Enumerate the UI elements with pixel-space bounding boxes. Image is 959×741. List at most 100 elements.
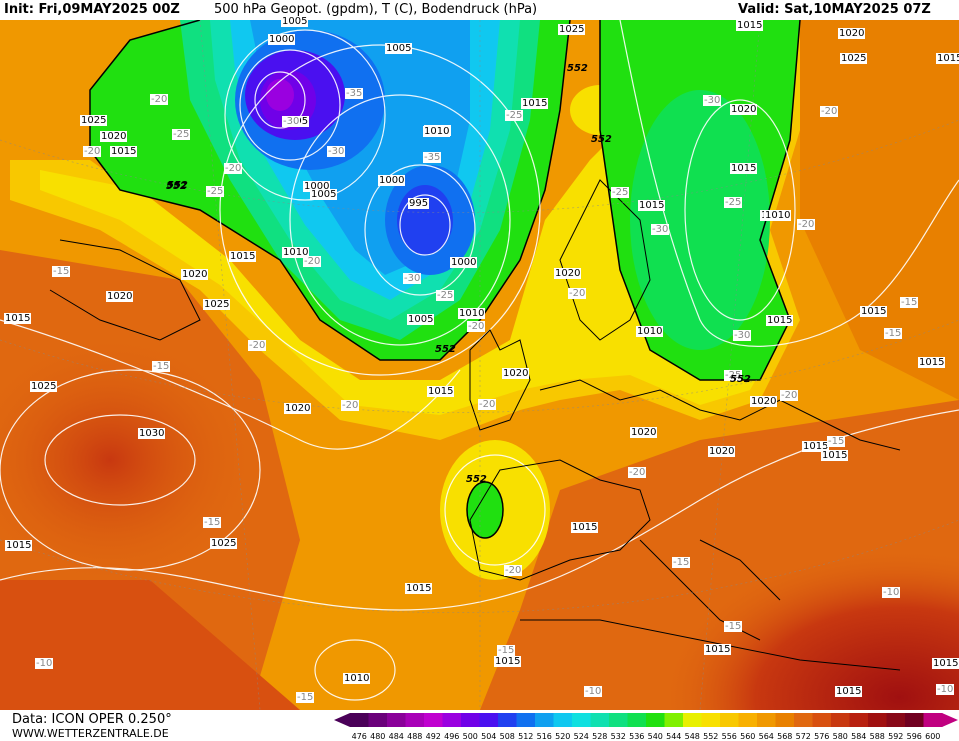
temperature-label: -15 <box>884 328 903 339</box>
pressure-label: 1015 <box>835 686 863 697</box>
pressure-label: 1010 <box>282 247 310 258</box>
pressure-label: 1015 <box>5 540 33 551</box>
colorbar-swatch <box>572 713 591 727</box>
colorbar-tick-label: 552 <box>703 732 718 741</box>
temperature-label: -20 <box>303 256 322 267</box>
colorbar-tick-label: 488 <box>407 732 422 741</box>
colorbar-swatch <box>627 713 647 727</box>
colorbar-swatch <box>350 713 369 727</box>
colorbar-swatch <box>757 713 776 727</box>
pressure-label: 1000 <box>268 34 296 45</box>
colorbar-tick-label: 476 <box>352 732 367 741</box>
field-southwest-warm <box>0 580 300 710</box>
geopotential-label: 552 <box>435 344 456 355</box>
temperature-label: -25 <box>611 187 630 198</box>
pressure-label: 1015 <box>936 53 959 64</box>
colorbar-swatch <box>683 713 702 727</box>
temperature-label: -30 <box>282 116 301 127</box>
geopotential-label: 552 <box>567 63 588 74</box>
colorbar-tick-label: 484 <box>389 732 404 741</box>
colorbar-tick-label: 592 <box>888 732 903 741</box>
temperature-label: -30 <box>733 330 752 341</box>
pressure-label: 1005 <box>281 16 309 27</box>
temperature-label: -20 <box>820 106 839 117</box>
pressure-label: 1020 <box>708 446 736 457</box>
pressure-label: 1025 <box>203 299 231 310</box>
field-east-warm <box>800 20 959 400</box>
colorbar-swatch <box>553 713 573 727</box>
colorbar-swatch <box>646 713 665 727</box>
pressure-label: 1020 <box>100 131 128 142</box>
pressure-label: 1020 <box>750 396 778 407</box>
temperature-label: -15 <box>672 557 691 568</box>
colorbar-swatch <box>664 713 684 727</box>
field-scandinavia-inner <box>630 90 770 350</box>
pressure-label: 1000 <box>450 257 478 268</box>
temperature-label: -35 <box>345 88 364 99</box>
colorbar-tick-label: 580 <box>833 732 848 741</box>
pressure-label: 1005 <box>407 314 435 325</box>
pressure-label: 1025 <box>30 381 58 392</box>
colorbar-tick-label: 508 <box>500 732 515 741</box>
pressure-label: 1020 <box>502 368 530 379</box>
data-source: Data: ICON OPER 0.250° <box>12 712 172 727</box>
pressure-label: 1010 <box>764 210 792 221</box>
temperature-label: -25 <box>172 129 191 140</box>
geopotential-label: 552 <box>466 474 487 485</box>
colorbar-tick-label: 520 <box>555 732 570 741</box>
pressure-label: 1015 <box>766 315 794 326</box>
colorbar-swatch <box>424 713 443 727</box>
colorbar-tick-label: 500 <box>463 732 478 741</box>
colorbar-swatch <box>535 713 554 727</box>
pressure-label: 1020 <box>284 403 312 414</box>
pressure-label: 1010 <box>636 326 664 337</box>
colorbar-tick-label: 516 <box>537 732 552 741</box>
colorbar-tick-label: 588 <box>870 732 885 741</box>
colorbar-tick-label: 596 <box>907 732 922 741</box>
pressure-label: 1015 <box>860 306 888 317</box>
temperature-label: -20 <box>797 219 816 230</box>
pressure-label: 1020 <box>181 269 209 280</box>
pressure-label: 1000 <box>378 175 406 186</box>
pressure-label: 1015 <box>427 386 455 397</box>
pressure-label: 1020 <box>554 268 582 279</box>
colorbar-swatch <box>775 713 795 727</box>
pressure-label: 1015 <box>736 20 764 31</box>
pressure-label: 1015 <box>821 450 849 461</box>
pressure-label: 1015 <box>405 583 433 594</box>
colorbar-swatch <box>849 713 869 727</box>
temperature-label: -10 <box>584 686 603 697</box>
isobars <box>0 20 959 701</box>
temperature-label: -20 <box>150 94 169 105</box>
colorbar-swatch <box>794 713 813 727</box>
pressure-label: 1015 <box>918 357 946 368</box>
colorbar-tick-label: 548 <box>685 732 700 741</box>
temperature-label: -25 <box>724 370 743 381</box>
temperature-label: -20 <box>248 340 267 351</box>
pressure-label: 1010 <box>423 126 451 137</box>
temperature-label: -10 <box>936 684 955 695</box>
colorbar-swatch <box>479 713 499 727</box>
pressure-label: 1015 <box>638 200 666 211</box>
colorbar-swatch <box>720 713 739 727</box>
colorbar-tick-label: 560 <box>740 732 755 741</box>
field-yellow-inner <box>40 20 790 415</box>
colorbar-swatch <box>590 713 610 727</box>
colorbar-tick-label: 540 <box>648 732 663 741</box>
colorbar-swatch <box>738 713 758 727</box>
geopotential-label: 552 <box>167 180 188 191</box>
pressure-label: 1005 <box>310 189 338 200</box>
colorbar-arrow-low <box>334 713 350 727</box>
colorbar-swatch <box>886 713 906 727</box>
colorbar-swatch <box>905 713 924 727</box>
pressure-label: 1015 <box>932 658 959 669</box>
colorbar-tick-label: 504 <box>481 732 496 741</box>
colorbar-swatch <box>405 713 425 727</box>
colorbar-tick-label: 524 <box>574 732 589 741</box>
pressure-label: 1015 <box>229 251 257 262</box>
colorbar-swatch <box>498 713 517 727</box>
map-title: 500 hPa Geopot. (gpdm), T (C), Bodendruc… <box>214 2 538 17</box>
field-iberia-green <box>467 482 503 538</box>
pressure-label: 1015 <box>494 656 522 667</box>
colorbar-tick-label: 568 <box>777 732 792 741</box>
